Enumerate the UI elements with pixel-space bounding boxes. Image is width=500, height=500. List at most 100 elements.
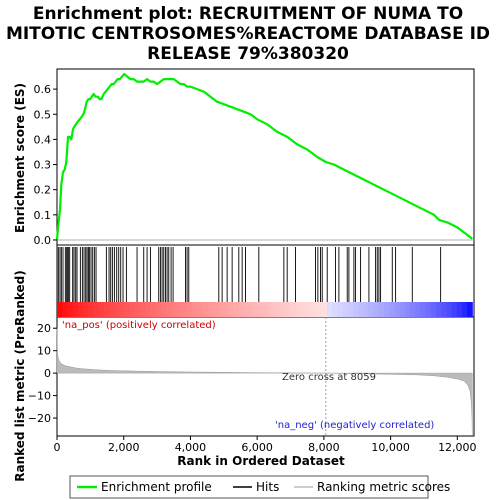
rank-color-segment (140, 302, 146, 317)
rank-color-segment (456, 302, 463, 317)
rank-color-segment (441, 302, 447, 317)
legend: Enrichment profile Hits Ranking metric s… (69, 475, 450, 499)
es-y-tick-label: 0.6 (34, 83, 52, 96)
rank-color-segment (67, 302, 74, 317)
rank-color-segment (326, 302, 333, 317)
rank-color-segment (145, 302, 151, 317)
ranking-metric-area (56, 328, 473, 437)
rank-color-segment (62, 302, 68, 317)
rank-color-segment (347, 302, 354, 317)
na-pos-label: 'na_pos' (positively correlated) (62, 320, 216, 331)
rank-color-segment (378, 302, 385, 317)
rank-color-segment (295, 302, 302, 317)
x-tick-label: 2,000 (108, 441, 140, 454)
rank-color-segment (321, 302, 328, 317)
x-tick-label: 0 (54, 441, 61, 454)
rank-color-segment (451, 302, 458, 317)
chart-title-line-3: RELEASE 79%380320 (147, 44, 349, 64)
rank-color-segment (399, 302, 406, 317)
zero-cross-label: Zero cross at 8059 (282, 372, 376, 383)
x-tick-label: 12,000 (438, 441, 477, 454)
es-y-tick-label: 0.4 (34, 133, 52, 146)
rank-color-segment (160, 302, 167, 317)
rank-color-segment (446, 302, 453, 317)
x-tick-label: 4,000 (175, 441, 207, 454)
rank-color-segment (233, 302, 240, 317)
legend-enrichment-label: Enrichment profile (101, 480, 212, 494)
rank-color-segment (311, 302, 318, 317)
rank-color-segment (254, 302, 260, 317)
es-y-tick-label: 0.2 (34, 184, 52, 197)
rank-color-segment (352, 302, 359, 317)
metric-y-ticks: 20 10 0 −10 −20 (28, 322, 57, 425)
rank-color-segment (430, 302, 437, 317)
rank-color-segment (243, 302, 250, 317)
rank-color-segment (181, 302, 188, 317)
rank-color-segment (238, 302, 245, 317)
rank-color-segment (368, 302, 375, 317)
legend-hits-label: Hits (256, 480, 279, 494)
rank-color-segment (108, 302, 115, 317)
rank-color-segment (82, 302, 89, 317)
rank-color-segment (124, 302, 131, 317)
x-axis-title: Rank in Ordered Dataset (177, 454, 345, 468)
rank-color-segment (207, 302, 214, 317)
rank-color-segment (358, 302, 364, 317)
rank-color-segment (467, 302, 473, 317)
rank-color-segment (72, 302, 79, 317)
rank-color-segment (425, 302, 432, 317)
rank-color-segment (264, 302, 271, 317)
rank-color-segment (306, 302, 312, 317)
rank-color-segment (363, 302, 369, 317)
x-axis-ticks: 0 2,000 4,000 6,000 8,000 10,000 12,000 (54, 436, 477, 454)
rank-color-segment (275, 302, 281, 317)
rank-color-segment (129, 302, 136, 317)
rank-color-segment (285, 302, 292, 317)
enrichment-profile-line (55, 72, 473, 241)
es-y-axis-title: Enrichment score (ES) (13, 83, 27, 233)
rank-color-segment (77, 302, 84, 317)
rank-color-segment (280, 302, 286, 317)
rank-color-segment (435, 302, 442, 317)
rank-color-segment (389, 302, 395, 317)
rank-color-segment (93, 302, 100, 317)
metric-y-tick-label: −10 (28, 390, 51, 403)
rank-color-segment (394, 302, 401, 317)
rank-color-segment (155, 302, 162, 317)
rank-color-segment (166, 302, 172, 317)
na-neg-label: 'na_neg' (negatively correlated) (275, 420, 434, 431)
rank-color-segment (316, 302, 323, 317)
metric-y-tick-label: 10 (37, 345, 51, 358)
rank-color-segment (57, 302, 63, 317)
metric-y-tick-label: −20 (28, 412, 51, 425)
rank-color-segment (384, 302, 390, 317)
rank-color-segment (223, 302, 229, 317)
rank-color-segment (119, 302, 125, 317)
es-y-ticks: 0.0 0.1 0.2 0.3 0.4 0.5 0.6 (34, 83, 57, 247)
legend-metric-label: Ranking metric scores (317, 480, 450, 494)
rank-color-segment (228, 302, 235, 317)
rank-color-bar (57, 302, 473, 317)
metric-y-tick-label: 0 (44, 367, 51, 380)
rank-color-segment (259, 302, 266, 317)
x-tick-label: 8,000 (308, 441, 340, 454)
chart-title-line-2: MITOTIC CENTROSOMES%REACTOME DATABASE ID (6, 24, 490, 44)
es-y-tick-label: 0.1 (34, 209, 52, 222)
rank-color-segment (103, 302, 110, 317)
es-y-tick-label: 0.3 (34, 159, 52, 172)
es-panel-frame (56, 68, 475, 246)
hits-layer (57, 247, 442, 302)
enrichment-profile-layer (55, 72, 473, 241)
rank-color-segment (415, 302, 421, 317)
rank-color-segment (420, 302, 427, 317)
rank-color-segment (191, 302, 198, 317)
rank-color-segment (410, 302, 416, 317)
rank-color-segment (461, 302, 468, 317)
rank-color-segment (249, 302, 255, 317)
rank-color-segment (134, 302, 141, 317)
rank-color-segment (404, 302, 411, 317)
es-y-tick-label: 0.0 (34, 234, 52, 247)
es-y-tick-label: 0.5 (34, 108, 52, 121)
chart-title-line-1: Enrichment plot: RECRUITMENT OF NUMA TO (33, 4, 463, 24)
